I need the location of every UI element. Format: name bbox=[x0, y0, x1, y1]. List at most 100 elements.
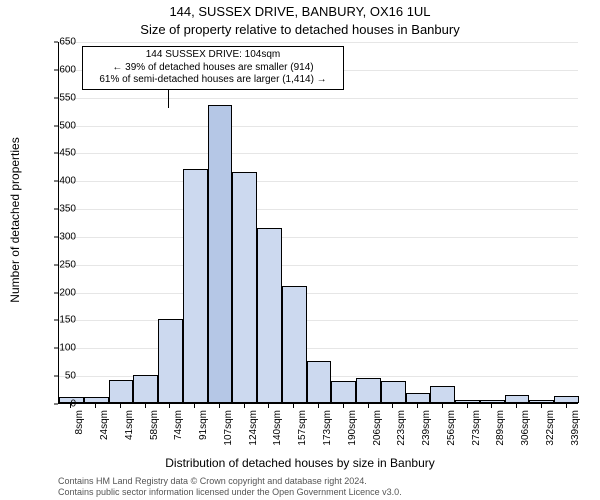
x-tick-label: 206sqm bbox=[372, 410, 383, 446]
grid-line bbox=[59, 348, 578, 349]
grid-line bbox=[59, 98, 578, 99]
histogram-bar bbox=[307, 361, 332, 403]
y-tick-label: 450 bbox=[36, 148, 76, 159]
y-tick-label: 600 bbox=[36, 64, 76, 75]
annotation-marker-line bbox=[168, 88, 169, 108]
x-tick-label: 107sqm bbox=[223, 410, 234, 446]
x-tick-mark bbox=[343, 404, 344, 408]
x-tick-label: 74sqm bbox=[173, 410, 184, 440]
x-tick-mark bbox=[120, 404, 121, 408]
histogram-bar bbox=[554, 396, 579, 403]
x-tick-label: 157sqm bbox=[297, 410, 308, 446]
x-tick-label: 223sqm bbox=[396, 410, 407, 446]
y-tick-label: 400 bbox=[36, 176, 76, 187]
x-tick-mark bbox=[219, 404, 220, 408]
grid-line bbox=[59, 42, 578, 43]
footer-attribution: Contains HM Land Registry data © Crown c… bbox=[58, 476, 402, 498]
histogram-bar bbox=[356, 378, 381, 403]
histogram-bar bbox=[158, 319, 183, 403]
y-tick-label: 200 bbox=[36, 287, 76, 298]
x-tick-label: 124sqm bbox=[248, 410, 259, 446]
x-tick-mark bbox=[442, 404, 443, 408]
grid-line bbox=[59, 181, 578, 182]
x-tick-label: 256sqm bbox=[446, 410, 457, 446]
x-tick-mark bbox=[169, 404, 170, 408]
grid-line bbox=[59, 209, 578, 210]
x-tick-mark bbox=[392, 404, 393, 408]
x-tick-label: 8sqm bbox=[74, 410, 85, 434]
x-tick-label: 173sqm bbox=[322, 410, 333, 446]
footer-line2: Contains public sector information licen… bbox=[58, 487, 402, 498]
histogram-bar bbox=[331, 381, 356, 403]
annotation-line2: ← 39% of detached houses are smaller (91… bbox=[87, 62, 339, 75]
chart-title-sub: Size of property relative to detached ho… bbox=[0, 22, 600, 37]
x-tick-mark bbox=[417, 404, 418, 408]
x-tick-mark bbox=[318, 404, 319, 408]
grid-line bbox=[59, 265, 578, 266]
histogram-bar bbox=[529, 400, 554, 403]
x-tick-mark bbox=[95, 404, 96, 408]
grid-line bbox=[59, 126, 578, 127]
x-tick-mark bbox=[541, 404, 542, 408]
x-tick-mark bbox=[70, 404, 71, 408]
y-axis-label: Number of detached properties bbox=[8, 137, 22, 302]
grid-line bbox=[59, 320, 578, 321]
histogram-bar bbox=[505, 395, 530, 403]
y-tick-label: 300 bbox=[36, 231, 76, 242]
x-tick-mark bbox=[491, 404, 492, 408]
plot-area bbox=[58, 42, 578, 404]
y-tick-label: 50 bbox=[36, 371, 76, 382]
histogram-bar bbox=[84, 397, 109, 403]
histogram-bar bbox=[183, 169, 208, 403]
histogram-bar bbox=[455, 400, 480, 403]
annotation-line3: 61% of semi-detached houses are larger (… bbox=[87, 74, 339, 87]
histogram-bar bbox=[257, 228, 282, 403]
histogram-bar bbox=[208, 105, 233, 403]
y-tick-label: 350 bbox=[36, 204, 76, 215]
x-tick-mark bbox=[516, 404, 517, 408]
grid-line bbox=[59, 293, 578, 294]
x-tick-label: 273sqm bbox=[471, 410, 482, 446]
histogram-bar bbox=[133, 375, 158, 403]
y-tick-label: 150 bbox=[36, 315, 76, 326]
x-tick-label: 91sqm bbox=[198, 410, 209, 440]
y-tick-label: 250 bbox=[36, 259, 76, 270]
x-tick-label: 41sqm bbox=[124, 410, 135, 440]
histogram-bar bbox=[381, 381, 406, 403]
x-tick-mark bbox=[268, 404, 269, 408]
chart-title-main: 144, SUSSEX DRIVE, BANBURY, OX16 1UL bbox=[0, 4, 600, 19]
grid-line bbox=[59, 237, 578, 238]
x-tick-mark bbox=[467, 404, 468, 408]
x-tick-mark bbox=[368, 404, 369, 408]
y-tick-label: 650 bbox=[36, 37, 76, 48]
x-tick-label: 140sqm bbox=[272, 410, 283, 446]
histogram-bar bbox=[109, 380, 134, 403]
footer-line1: Contains HM Land Registry data © Crown c… bbox=[58, 476, 402, 487]
x-tick-label: 322sqm bbox=[545, 410, 556, 446]
x-tick-label: 58sqm bbox=[149, 410, 160, 440]
y-tick-label: 500 bbox=[36, 120, 76, 131]
x-tick-label: 339sqm bbox=[570, 410, 581, 446]
x-axis-label: Distribution of detached houses by size … bbox=[0, 456, 600, 470]
histogram-bar bbox=[480, 400, 505, 403]
annotation-box: 144 SUSSEX DRIVE: 104sqm ← 39% of detach… bbox=[82, 46, 344, 90]
x-tick-mark bbox=[293, 404, 294, 408]
histogram-bar bbox=[282, 286, 307, 403]
grid-line bbox=[59, 153, 578, 154]
x-tick-label: 289sqm bbox=[495, 410, 506, 446]
annotation-line1: 144 SUSSEX DRIVE: 104sqm bbox=[87, 49, 339, 62]
x-tick-label: 190sqm bbox=[347, 410, 358, 446]
x-tick-mark bbox=[145, 404, 146, 408]
x-tick-mark bbox=[566, 404, 567, 408]
y-tick-label: 550 bbox=[36, 92, 76, 103]
x-tick-label: 24sqm bbox=[99, 410, 110, 440]
y-tick-label: 100 bbox=[36, 343, 76, 354]
x-tick-mark bbox=[194, 404, 195, 408]
histogram-chart: 144, SUSSEX DRIVE, BANBURY, OX16 1UL Siz… bbox=[0, 0, 600, 500]
histogram-bar bbox=[430, 386, 455, 403]
histogram-bar bbox=[406, 393, 431, 403]
x-tick-label: 306sqm bbox=[520, 410, 531, 446]
x-tick-label: 239sqm bbox=[421, 410, 432, 446]
histogram-bar bbox=[232, 172, 257, 403]
x-tick-mark bbox=[244, 404, 245, 408]
